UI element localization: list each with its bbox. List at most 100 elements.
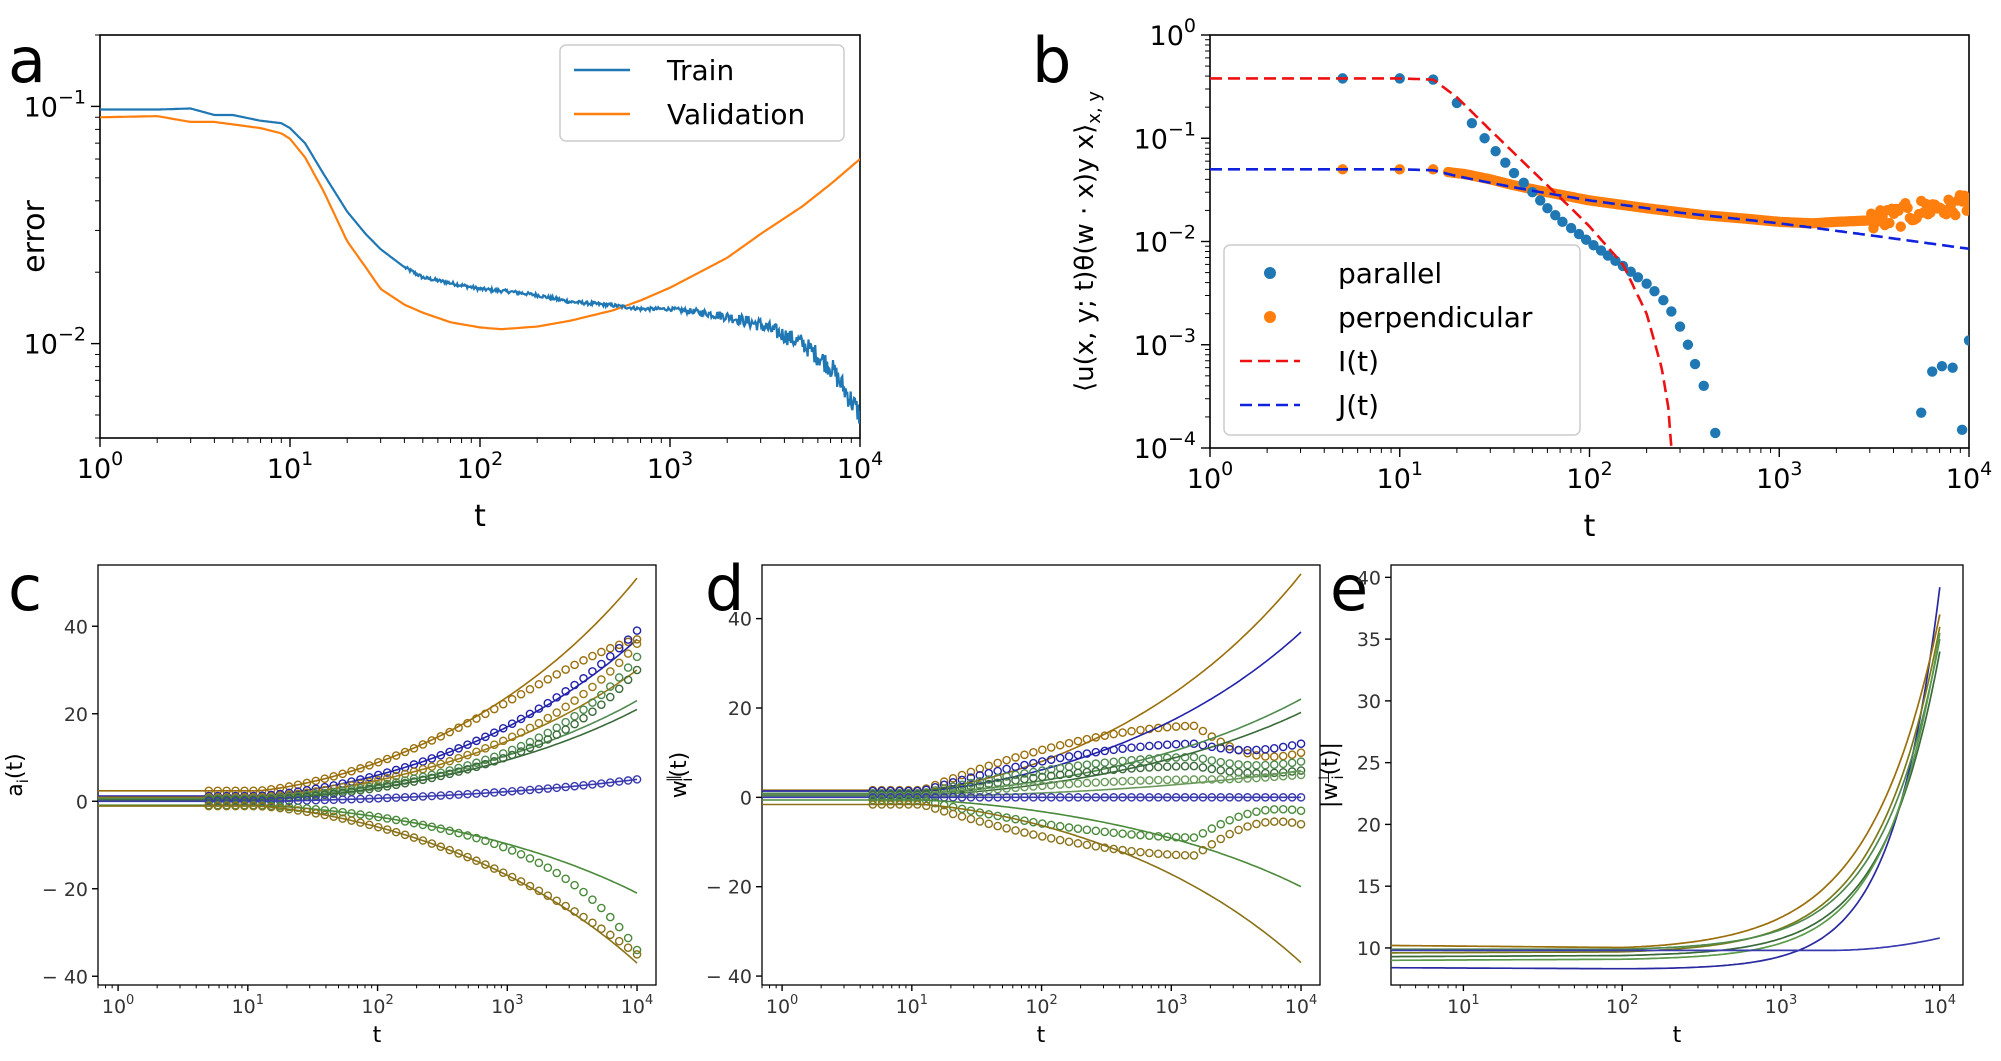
y-tick-label: 10 (1357, 938, 1381, 960)
trajectory-marker (481, 744, 490, 753)
trajectory-marker (605, 778, 615, 787)
parallel-point (1927, 366, 1938, 377)
y-tick-label: 10−4 (1134, 428, 1196, 465)
trajectory-marker (1091, 778, 1101, 787)
trajectory-marker (561, 702, 570, 712)
parallel-point (1682, 339, 1694, 350)
trajectory-marker (1100, 793, 1110, 802)
x-tick-label: 101 (1377, 458, 1423, 495)
trajectory-marker (1145, 741, 1154, 751)
trajectory-marker (489, 788, 499, 797)
trajectory-marker (507, 732, 517, 742)
trajectory-marker (373, 822, 383, 832)
trajectory-marker (1171, 762, 1181, 771)
panel-letter-c: c (8, 552, 42, 625)
trajectory-marker (418, 775, 428, 785)
trajectory-marker (463, 718, 472, 728)
trajectory-marker (1278, 793, 1288, 802)
trajectory-marker (1261, 768, 1270, 778)
trajectory-marker (948, 793, 958, 802)
trajectory-marker (605, 912, 615, 922)
trajectory-marker (454, 828, 463, 838)
x-tick-label: 103 (647, 448, 693, 485)
trajectory-marker (365, 811, 374, 821)
perpendicular-point (1950, 209, 1961, 221)
trajectory-marker (1162, 775, 1172, 785)
trajectory-marker (1296, 770, 1306, 780)
trajectory-marker (1180, 793, 1190, 802)
trajectory-marker (1216, 819, 1226, 829)
y-tick-label: 40 (1357, 567, 1381, 589)
trajectory-marker (561, 665, 570, 674)
trajectory-marker (409, 777, 419, 786)
trajectory-marker (597, 659, 606, 669)
parallel-point (1580, 234, 1592, 245)
trajectory-marker (489, 752, 499, 762)
trajectory-marker (329, 795, 338, 805)
trajectory-marker (507, 745, 517, 755)
trajectory-marker (623, 675, 633, 685)
trajectory-marker (356, 810, 365, 819)
trajectory-marker (1261, 745, 1270, 754)
trajectory-marker (1162, 832, 1172, 842)
x-tick-label: 104 (837, 448, 883, 485)
trajectory-marker (454, 763, 463, 773)
trajectory-marker (463, 852, 472, 862)
trajectory-marker (338, 814, 347, 823)
trajectory-marker (632, 626, 642, 635)
trajectory-marker (561, 874, 570, 884)
trajectory-marker (1020, 793, 1029, 802)
trajectory-marker (1261, 773, 1270, 782)
parallel-point (1535, 195, 1546, 206)
trajectory-marker (1296, 819, 1306, 829)
trajectory-marker (311, 795, 321, 805)
trajectory-marker (1020, 760, 1029, 770)
trajectory-marker (1296, 748, 1306, 757)
trajectory-marker (1189, 775, 1199, 784)
trajectory-markers (204, 639, 642, 802)
trajectory-marker (1046, 833, 1056, 843)
trajectory-marker (1162, 793, 1172, 802)
trajectory-marker (1011, 753, 1020, 762)
trajectory-marker (552, 896, 562, 906)
trajectory-marker (588, 651, 597, 661)
trajectory-marker (939, 806, 949, 816)
trajectory-marker (1145, 775, 1154, 785)
trajectory-marker (534, 739, 544, 749)
trajectory-marker (957, 788, 967, 797)
trajectory-marker (1055, 821, 1065, 831)
trajectory-marker (948, 809, 958, 819)
trajectory-marker (489, 728, 499, 737)
trajectory-marker (561, 687, 570, 696)
trajectory-marker (993, 778, 1002, 788)
trajectory-marker (1118, 756, 1127, 766)
trajectory-markers (204, 626, 642, 801)
trajectory-marker (552, 730, 562, 739)
trajectory-marker (481, 788, 490, 798)
trajectory-marker (427, 839, 437, 848)
trajectory-marker (1261, 818, 1270, 827)
trajectory-line (762, 573, 1302, 792)
x-tick-label: 101 (1447, 993, 1479, 1018)
trajectory-marker (1225, 767, 1234, 776)
trajectory-marker (984, 779, 994, 789)
panel-d: 100 101 102 103 104 40 20 0 − 20 − 40 t w∥i(t) (664, 564, 1321, 1048)
trajectory-markers (204, 801, 642, 959)
trajectory-marker (1145, 763, 1154, 772)
trajectory-marker (1180, 721, 1190, 731)
trajectory-marker (570, 781, 579, 791)
trajectory-marker (1055, 835, 1065, 845)
trajectory-marker (1029, 773, 1038, 783)
trajectory-marker (1180, 833, 1190, 842)
series-dashed-i (1210, 77, 1673, 448)
trajectory-marker (1029, 830, 1038, 839)
trajectory-marker (1269, 744, 1279, 753)
trajectory-marker (525, 709, 535, 719)
trajectory-marker (1243, 793, 1252, 802)
trajectory-marker (338, 769, 347, 779)
trajectory-marker (445, 727, 454, 737)
trajectory-marker (516, 741, 526, 751)
x-axis-label: t (474, 499, 486, 534)
trajectory-marker (597, 675, 606, 684)
trajectory-marker (561, 901, 570, 911)
